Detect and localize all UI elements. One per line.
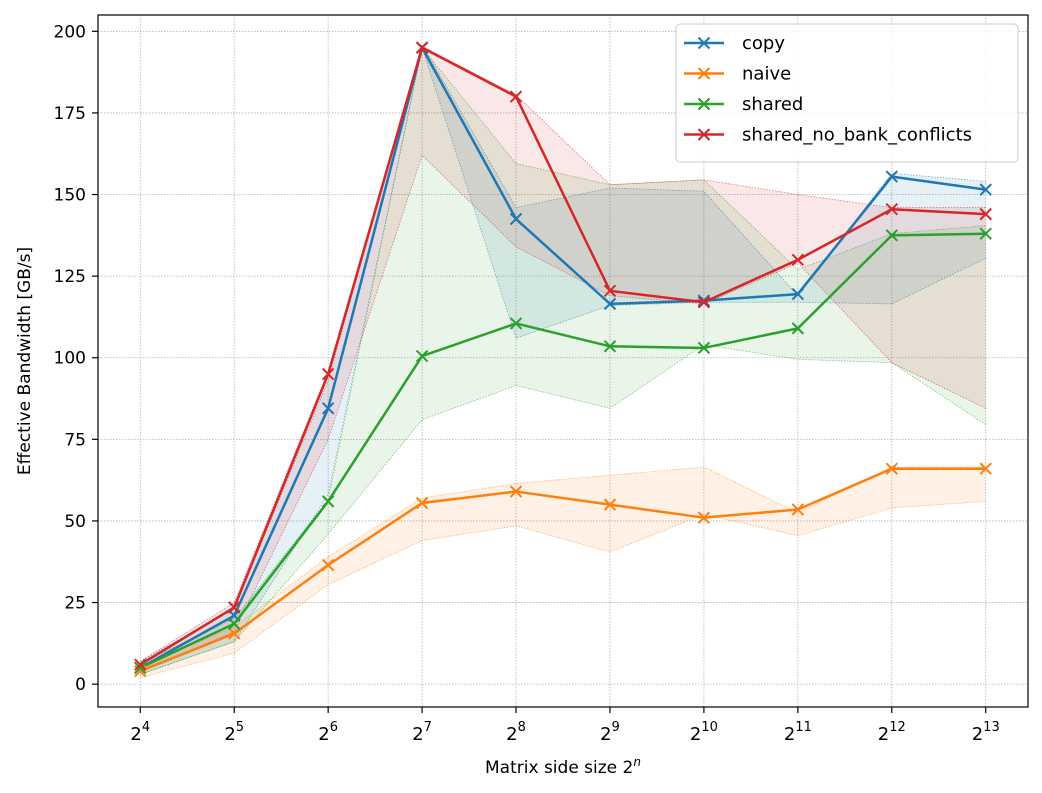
band-upper-shared — [140, 46, 986, 664]
band-shared_no_bank_conflicts — [140, 46, 986, 672]
band-upper-shared_no_bank_conflicts — [140, 45, 986, 662]
y-tick-label: 125 — [54, 267, 86, 287]
legend-box — [675, 23, 1019, 163]
band-lower-shared_no_bank_conflicts — [140, 154, 986, 672]
band-upper-naive — [140, 466, 986, 667]
point-copy — [979, 183, 992, 196]
point-shared — [979, 227, 992, 240]
x-tick-label: 27 — [412, 720, 432, 745]
x-axis-label-superscript: n — [633, 755, 641, 769]
band-lower-copy — [140, 46, 986, 675]
point-copy — [885, 170, 898, 183]
band-naive — [140, 467, 986, 678]
y-tick-label: 150 — [54, 186, 86, 206]
line-naive — [139, 467, 986, 673]
point-copy — [321, 402, 335, 415]
point-naive — [509, 485, 523, 498]
point-shared — [134, 661, 147, 675]
series-markers — [134, 41, 992, 678]
x-axis-label-text: Matrix side size 2 — [485, 758, 633, 778]
point-naive — [979, 462, 992, 475]
legend-item-shared: shared — [684, 94, 803, 115]
y-tick-label: 100 — [54, 349, 86, 369]
axis-ticks: 24 25 26 27 28 29 210 211 212 213 0 25 50 75 100 125 150… — [54, 22, 1000, 745]
x-tick-label: 212 — [878, 720, 906, 745]
point-naive — [697, 511, 711, 524]
point-copy — [791, 287, 805, 301]
legend-item-copy: copy — [684, 33, 785, 54]
y-tick-label: 175 — [54, 104, 86, 124]
legend-label: shared_no_bank_conflicts — [742, 125, 972, 146]
plot-frame — [97, 14, 1029, 708]
y-tick-label: 25 — [64, 594, 86, 614]
point-shared_no_bank_conflicts — [791, 253, 805, 267]
point-naive — [885, 462, 898, 475]
line-shared_no_bank_conflicts — [139, 46, 986, 666]
confidence-bands — [140, 43, 986, 679]
band-lower-naive — [140, 500, 986, 679]
point-copy — [697, 294, 711, 307]
point-shared_no_bank_conflicts — [134, 658, 147, 671]
line-shared — [139, 232, 986, 669]
point-shared — [228, 617, 241, 630]
x-tick-label: 210 — [690, 720, 718, 745]
y-tick-label: 75 — [64, 430, 86, 450]
point-naive — [603, 498, 617, 511]
x-tick-label: 26 — [318, 720, 338, 745]
x-tick-label: 29 — [600, 720, 620, 745]
legend-label: naive — [742, 64, 791, 85]
point-copy — [603, 297, 617, 311]
x-tick-label: 24 — [130, 720, 150, 745]
y-tick-label: 0 — [75, 675, 86, 695]
point-shared — [697, 341, 711, 355]
point-naive — [415, 496, 429, 510]
legend-label: shared — [742, 94, 803, 115]
x-tick-label: 211 — [784, 720, 812, 745]
x-tick-label: 213 — [972, 720, 1000, 745]
point-shared — [321, 495, 335, 508]
y-tick-label: 50 — [64, 512, 86, 532]
x-tick-label: 25 — [224, 720, 244, 745]
point-shared — [885, 229, 898, 242]
point-shared_no_bank_conflicts — [509, 90, 523, 103]
point-shared_no_bank_conflicts — [697, 296, 711, 309]
legend-item-naive: naive — [684, 64, 791, 85]
band-lower-shared — [140, 344, 986, 675]
point-shared — [791, 322, 805, 335]
legend-item-shared_no_bank_conflicts: shared_no_bank_conflicts — [684, 125, 972, 146]
point-shared_no_bank_conflicts — [228, 601, 241, 614]
x-tick-label: 28 — [506, 720, 526, 745]
point-shared — [509, 317, 523, 330]
point-shared_no_bank_conflicts — [415, 41, 429, 54]
point-naive — [321, 558, 335, 572]
legend: copy naive shared shared_no_bank_conflicts — [675, 23, 1019, 163]
point-shared — [415, 349, 429, 363]
y-axis-label: Effective Bandwidth [GB/s] — [15, 247, 35, 475]
band-shared — [140, 47, 986, 675]
point-shared — [603, 340, 617, 353]
point-shared_no_bank_conflicts — [885, 203, 898, 216]
legend-label: copy — [742, 33, 785, 54]
x-axis-label: Matrix side size 2n — [485, 755, 641, 778]
point-shared_no_bank_conflicts — [979, 207, 992, 221]
point-naive — [228, 627, 241, 640]
point-shared_no_bank_conflicts — [603, 284, 617, 298]
point-shared_no_bank_conflicts — [321, 367, 335, 381]
point-naive — [791, 503, 805, 516]
y-tick-label: 200 — [54, 22, 86, 42]
point-copy — [509, 212, 523, 226]
series-lines — [139, 46, 986, 673]
